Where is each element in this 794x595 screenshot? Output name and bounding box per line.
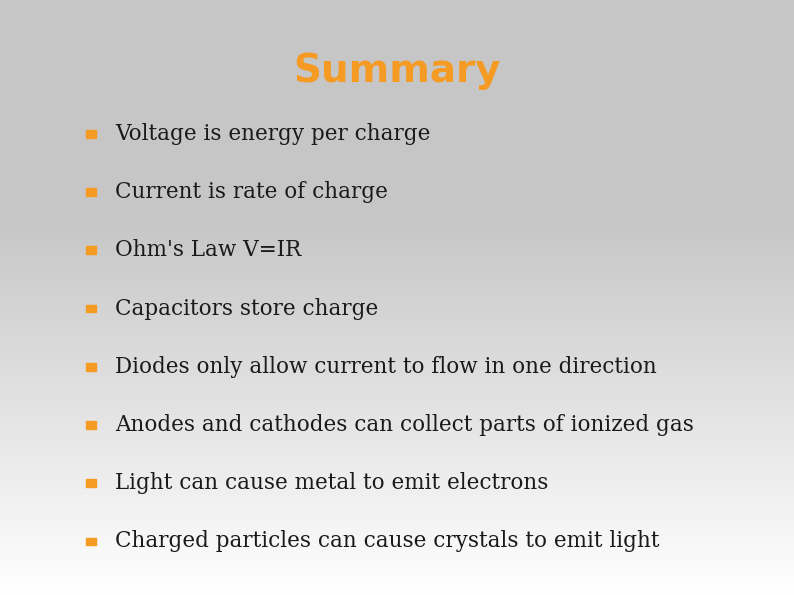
Text: Anodes and cathodes can collect parts of ionized gas: Anodes and cathodes can collect parts of… — [115, 414, 694, 436]
Bar — [86, 246, 97, 254]
Text: Capacitors store charge: Capacitors store charge — [115, 298, 379, 320]
Text: Voltage is energy per charge: Voltage is energy per charge — [115, 123, 430, 145]
Text: Current is rate of charge: Current is rate of charge — [115, 181, 388, 203]
Bar — [86, 480, 97, 487]
Text: Diodes only allow current to flow in one direction: Diodes only allow current to flow in one… — [115, 356, 657, 378]
Bar — [86, 305, 97, 312]
Bar — [86, 130, 97, 137]
Bar — [86, 421, 97, 429]
Bar — [86, 538, 97, 546]
Text: Ohm's Law V=IR: Ohm's Law V=IR — [115, 239, 302, 261]
Text: Light can cause metal to emit electrons: Light can cause metal to emit electrons — [115, 472, 549, 494]
Bar — [86, 188, 97, 196]
Bar — [86, 363, 97, 371]
Text: Summary: Summary — [293, 52, 501, 90]
Text: Charged particles can cause crystals to emit light: Charged particles can cause crystals to … — [115, 531, 660, 552]
